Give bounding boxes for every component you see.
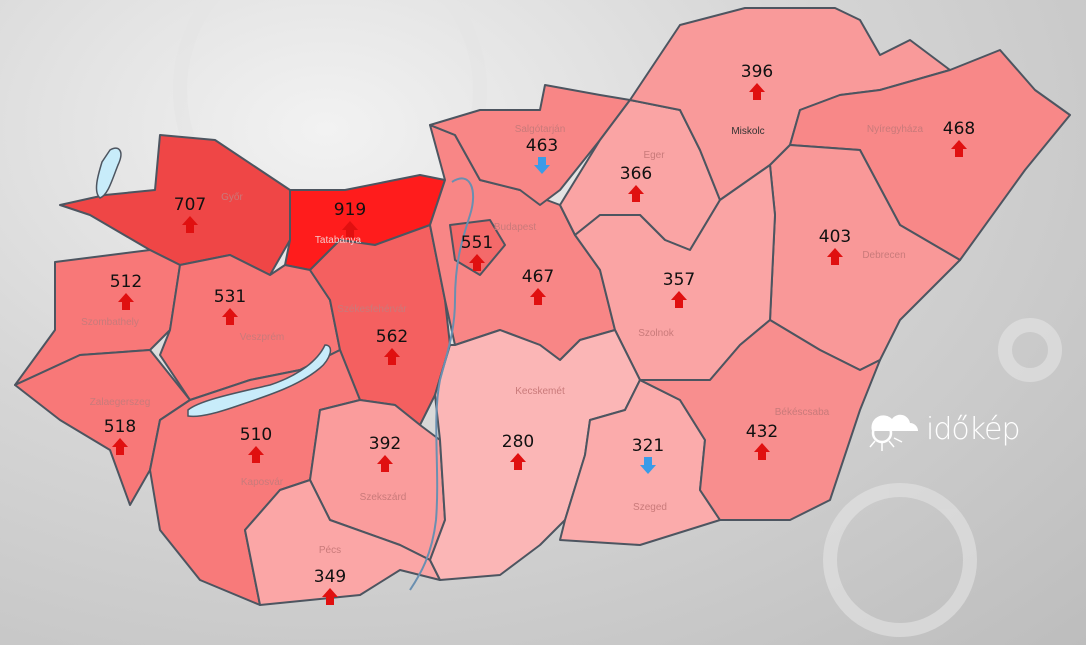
county-value-komarom: 919 [334, 200, 366, 220]
city-label-csongrad: Szeged [633, 502, 667, 513]
county-value-fejer: 562 [376, 327, 408, 347]
county-value-hajdu: 403 [819, 227, 851, 247]
city-label-gyor: Győr [221, 192, 243, 203]
city-label-baz: Miskolc [731, 126, 764, 137]
cloud-sun-icon [869, 414, 918, 451]
city-label-fejer: Székesfehérvár [337, 304, 407, 315]
county-bekes[interactable] [639, 319, 881, 521]
virus-body [823, 483, 977, 637]
city-label-budapest: Budapest [494, 222, 536, 233]
trend-up-arrow-icon [951, 140, 967, 157]
city-label-tolna: Szekszárd [360, 492, 407, 503]
county-value-pest: 467 [522, 267, 554, 287]
trend-up-arrow-icon [222, 308, 238, 325]
county-value-veszprem: 531 [214, 287, 246, 307]
city-label-vas: Szombathely [81, 317, 139, 328]
city-label-somogy: Kaposvár [241, 477, 284, 488]
trend-up-arrow-icon [112, 438, 128, 455]
trend-up-arrow-icon [510, 453, 526, 470]
trend-up-arrow-icon [182, 216, 198, 233]
city-label-zala: Zalaegerszeg [90, 397, 151, 408]
trend-up-arrow-icon [530, 288, 546, 305]
county-value-zala: 518 [104, 417, 136, 437]
county-value-baranya: 349 [314, 567, 346, 587]
trend-up-arrow-icon [749, 83, 765, 100]
trend-up-arrow-icon [628, 185, 644, 202]
city-label-szolnok: Szolnok [638, 328, 675, 339]
county-value-csongrad: 321 [632, 436, 664, 456]
trend-up-arrow-icon [827, 248, 843, 265]
city-label-heves: Eger [643, 150, 665, 161]
lake-balaton [187, 344, 332, 418]
city-label-bacs: Kecskemét [515, 386, 565, 397]
city-label-hajdu: Debrecen [862, 250, 905, 261]
lake-ferto [95, 147, 122, 199]
city-label-komarom: Tatabánya [315, 235, 362, 246]
trend-up-arrow-icon [754, 443, 770, 460]
trend-up-arrow-icon [469, 254, 485, 271]
county-value-heves: 366 [620, 164, 652, 184]
city-label-bekes: Békéscsaba [775, 407, 830, 418]
county-value-nograd: 463 [526, 136, 558, 156]
county-value-bekes: 432 [746, 422, 778, 442]
county-value-budapest: 551 [461, 233, 493, 253]
trend-up-arrow-icon [377, 455, 393, 472]
virus-spike [998, 318, 1062, 382]
trend-up-arrow-icon [342, 221, 358, 238]
county-value-vas: 512 [110, 272, 142, 292]
city-label-szabolcs: Nyíregyháza [867, 124, 924, 135]
danube-river [409, 177, 475, 591]
city-label-veszprem: Veszprém [240, 332, 284, 343]
county-value-szabolcs: 468 [943, 119, 975, 139]
county-value-somogy: 510 [240, 425, 272, 445]
idokep-logo: időkép [866, 405, 1021, 453]
city-label-baranya: Pécs [319, 545, 341, 556]
trend-down-arrow-icon [640, 457, 656, 474]
trend-up-arrow-icon [384, 348, 400, 365]
county-value-gyor: 707 [174, 195, 206, 215]
logo-text: időkép [926, 411, 1021, 447]
city-label-nograd: Salgótarján [515, 124, 566, 135]
county-value-bacs: 280 [502, 432, 534, 452]
trend-down-arrow-icon [534, 157, 550, 174]
trend-up-arrow-icon [248, 446, 264, 463]
county-value-baz: 396 [741, 62, 773, 82]
county-value-tolna: 392 [369, 434, 401, 454]
trend-up-arrow-icon [671, 291, 687, 308]
trend-up-arrow-icon [118, 293, 134, 310]
county-value-szolnok: 357 [663, 270, 695, 290]
trend-up-arrow-icon [322, 588, 338, 605]
